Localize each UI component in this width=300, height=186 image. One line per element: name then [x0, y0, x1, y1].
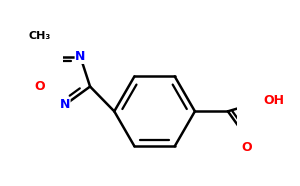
Text: N: N [60, 98, 70, 111]
Text: OH: OH [264, 94, 285, 107]
Text: O: O [242, 141, 252, 154]
Text: CH₃: CH₃ [29, 31, 51, 41]
Text: O: O [34, 80, 45, 93]
Text: N: N [75, 50, 85, 63]
